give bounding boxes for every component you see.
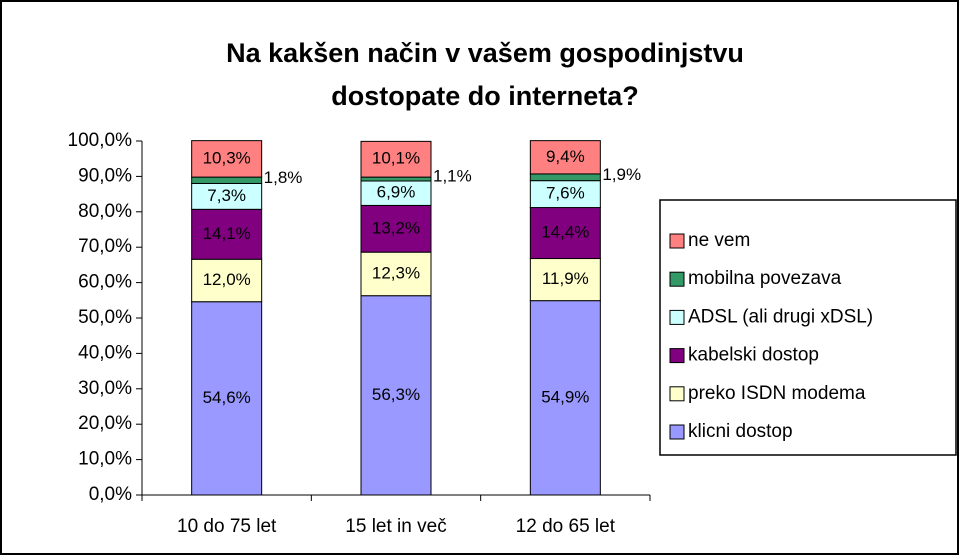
bar-segment [529, 207, 601, 260]
legend-label: ADSL (ali drugi xDSL) [688, 306, 873, 327]
value-label: 10,1% [372, 149, 420, 168]
bar-segment [529, 173, 601, 182]
bar-segment [191, 208, 263, 260]
bar-segment [360, 295, 432, 496]
value-label: 6,9% [377, 183, 416, 202]
bar-segment [360, 251, 432, 297]
legend-swatch [669, 233, 685, 249]
legend-box [659, 199, 957, 456]
value-label: 14,4% [541, 223, 589, 242]
value-label: 7,3% [207, 186, 246, 205]
legend-swatch [669, 309, 685, 325]
y-tick-label: 60,0% [78, 272, 132, 293]
bar-segment [529, 180, 601, 209]
value-label: 54,6% [203, 388, 251, 407]
y-tick-label: 100,0% [68, 130, 133, 151]
legend-label: ne vem [688, 230, 750, 251]
bar-segment [529, 140, 601, 175]
y-tick-label: 10,0% [78, 449, 132, 470]
value-label: 12,0% [203, 270, 251, 289]
y-tick-label: 40,0% [78, 342, 132, 363]
value-label: 1,8% [264, 168, 303, 187]
value-label: 11,9% [542, 269, 589, 288]
bar-segment [191, 176, 263, 184]
bar-segment [360, 140, 432, 178]
legend-label: preko ISDN modema [688, 383, 866, 404]
legend-swatch [669, 348, 685, 364]
value-label: 7,6% [546, 184, 585, 203]
legend-label: mobilna povezava [688, 268, 842, 289]
value-label: 54,9% [541, 387, 589, 406]
bar-segment [191, 301, 263, 496]
value-label: 13,2% [372, 218, 420, 237]
x-tick-label: 15 let in več [345, 516, 446, 537]
legend-label: kabelski dostop [688, 345, 819, 366]
legend-swatch [669, 386, 685, 402]
bar-segment [360, 176, 432, 182]
value-label: 9,4% [546, 147, 585, 166]
value-label: 10,3% [203, 148, 251, 167]
value-label: 1,9% [602, 165, 641, 184]
x-tick-label: 10 do 75 let [177, 516, 277, 537]
chart-title: dostopate do interneta? [331, 81, 639, 111]
value-label: 12,3% [372, 263, 420, 282]
legend-label: klicni dostop [688, 421, 793, 442]
value-label: 14,1% [203, 224, 251, 243]
y-tick-label: 50,0% [78, 307, 132, 328]
bar-segment [529, 258, 601, 302]
bar-segment [191, 182, 263, 210]
value-label: 1,1% [433, 167, 472, 186]
bar-segment [191, 258, 263, 303]
x-tick-label: 12 do 65 let [516, 516, 616, 537]
bar-segment [529, 300, 601, 496]
y-tick-label: 0,0% [89, 484, 132, 505]
bar-segment [191, 140, 263, 178]
y-tick-label: 90,0% [78, 165, 132, 186]
y-tick-label: 30,0% [78, 378, 132, 399]
chart-title: Na kakšen način v vašem gospodinjstvu [226, 38, 744, 68]
y-tick-label: 80,0% [78, 201, 132, 222]
y-tick-label: 70,0% [78, 236, 132, 257]
y-tick-label: 20,0% [78, 413, 132, 434]
legend-swatch [669, 271, 685, 287]
value-label: 56,3% [372, 385, 420, 404]
bar-segment [360, 204, 432, 253]
legend-swatch [669, 424, 685, 440]
